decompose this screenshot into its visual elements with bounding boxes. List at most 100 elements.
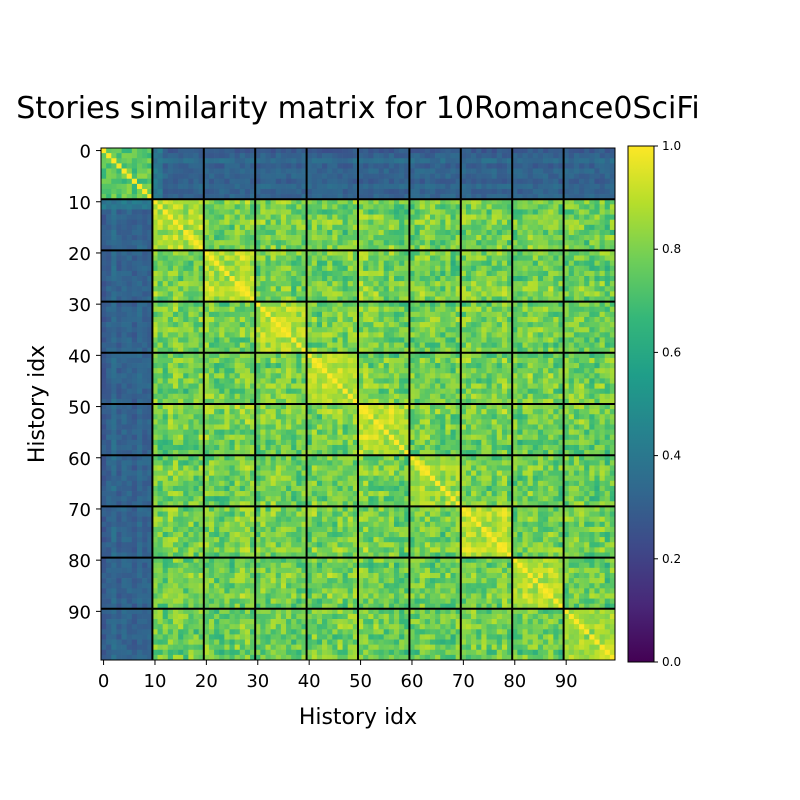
heatmap-cell (157, 368, 164, 374)
heatmap-cell (435, 332, 441, 338)
heatmap-cell (347, 301, 354, 308)
heatmap-cell (126, 301, 133, 308)
heatmap-cell (219, 316, 225, 323)
heatmap-cell (522, 204, 528, 210)
heatmap-cell (224, 260, 230, 267)
heatmap-cell (363, 322, 369, 328)
heatmap-cell (445, 255, 451, 261)
heatmap-cell (604, 214, 611, 221)
heatmap-cell (404, 153, 410, 159)
heatmap-cell (594, 281, 600, 287)
heatmap-cell (224, 209, 230, 215)
heatmap-cell (573, 368, 580, 374)
heatmap-cell (537, 286, 544, 292)
heatmap-cell (501, 357, 508, 364)
heatmap-cell (147, 347, 153, 354)
heatmap-cell (512, 306, 518, 313)
heatmap-cell (584, 306, 590, 313)
heatmap-cell (327, 199, 333, 205)
heatmap-cell (178, 378, 184, 384)
heatmap-cell (445, 322, 451, 328)
heatmap-cell (126, 316, 133, 323)
heatmap-cell (337, 178, 343, 185)
heatmap-cell (260, 383, 266, 389)
heatmap-cell (537, 322, 544, 328)
heatmap-cell (111, 383, 117, 389)
heatmap-cell (537, 204, 544, 210)
heatmap-cell (553, 363, 559, 369)
heatmap-cell (250, 373, 256, 379)
heatmap-cell (522, 199, 528, 205)
heatmap-cell (496, 229, 503, 236)
heatmap-cell (101, 301, 107, 308)
heatmap-cell (440, 158, 446, 164)
heatmap-cell (101, 342, 107, 349)
heatmap-cell (142, 306, 148, 313)
heatmap-cell (409, 276, 415, 282)
heatmap-cell (208, 153, 215, 159)
heatmap-cell (358, 373, 364, 379)
heatmap-cell (147, 235, 153, 241)
heatmap-cell (465, 347, 472, 354)
heatmap-cell (563, 276, 570, 282)
heatmap-cell (594, 383, 600, 389)
heatmap-cell (147, 158, 153, 164)
heatmap-cell (265, 373, 271, 379)
heatmap-cell (214, 306, 220, 313)
heatmap-cell (275, 224, 282, 231)
heatmap-cell (265, 245, 271, 251)
heatmap-cell (265, 168, 271, 174)
heatmap-cell (214, 368, 220, 374)
heatmap-cell (157, 296, 164, 302)
heatmap-cell (440, 316, 446, 323)
heatmap-cell (378, 311, 385, 318)
heatmap-cell (532, 296, 539, 302)
heatmap-cell (136, 158, 143, 164)
heatmap-cell (214, 357, 220, 364)
heatmap-cell (224, 337, 230, 343)
heatmap-cell (229, 214, 235, 221)
heatmap-cell (147, 378, 153, 384)
heatmap-cell (517, 224, 523, 231)
heatmap-cell (471, 265, 477, 272)
heatmap-cell (512, 327, 518, 333)
heatmap-cell (286, 235, 292, 241)
heatmap-cell (414, 357, 421, 364)
heatmap-cell (604, 204, 611, 210)
heatmap-cell (188, 235, 194, 241)
heatmap-cell (481, 301, 487, 308)
heatmap-cell (537, 245, 544, 251)
heatmap-cell (327, 296, 333, 302)
heatmap-cell (388, 265, 395, 272)
heatmap-cell (162, 240, 169, 246)
heatmap-cell (522, 393, 528, 400)
heatmap-cell (229, 270, 235, 277)
heatmap-cell (214, 316, 220, 323)
heatmap-cell (491, 229, 498, 236)
heatmap-cell (429, 260, 436, 267)
heatmap-cell (527, 327, 534, 333)
heatmap-cell (198, 337, 205, 343)
heatmap-cell (481, 245, 487, 251)
heatmap-cell (579, 270, 585, 277)
heatmap-cell (352, 357, 359, 364)
heatmap-cell (527, 316, 534, 323)
heatmap-cell (337, 286, 343, 292)
heatmap-cell (250, 194, 256, 200)
heatmap-cell (296, 219, 302, 226)
heatmap-cell (553, 224, 559, 231)
heatmap-cell (573, 199, 580, 205)
heatmap-cell (522, 173, 528, 180)
heatmap-cell (172, 158, 179, 164)
heatmap-cell (260, 311, 266, 318)
heatmap-cell (383, 276, 390, 282)
heatmap-cell (316, 368, 323, 374)
heatmap-cell (563, 337, 570, 343)
heatmap-cell (404, 270, 410, 277)
heatmap-cell (167, 286, 174, 292)
heatmap-cell (548, 173, 554, 180)
heatmap-cell (609, 168, 616, 174)
heatmap-cell (460, 342, 467, 349)
heatmap-cell (172, 219, 179, 226)
heatmap-cell (142, 347, 148, 354)
